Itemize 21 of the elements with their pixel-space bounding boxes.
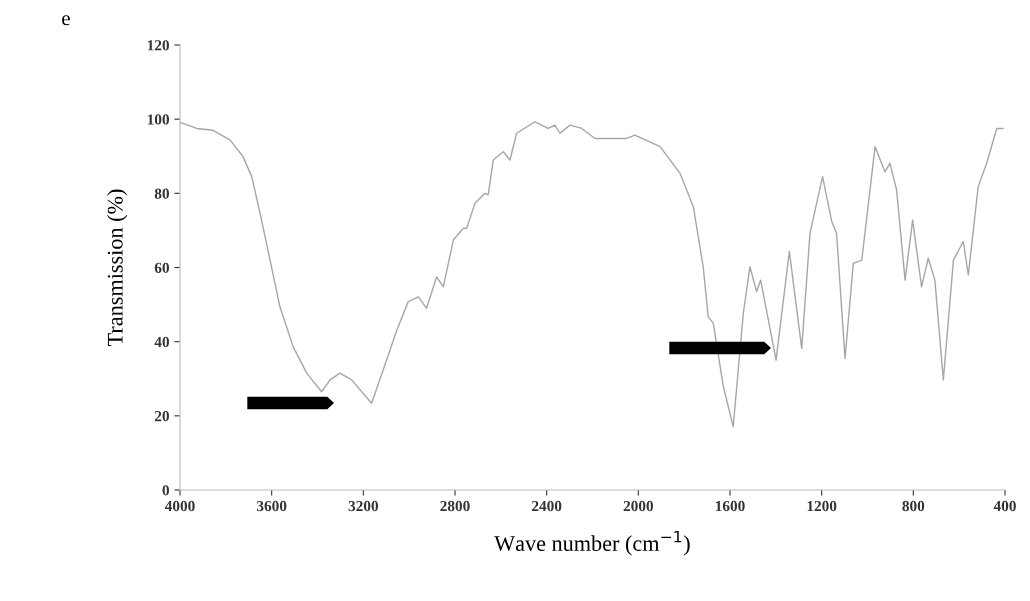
x-tick-label: 1600 xyxy=(715,500,745,512)
text: e xyxy=(62,15,70,26)
y-tick-label: 0 xyxy=(162,485,169,496)
y-tick-label: 80 xyxy=(154,188,169,199)
y-tick-label: 40 xyxy=(154,336,169,348)
x-tick-label: 1200 xyxy=(807,500,837,512)
y-tick-label: 60 xyxy=(154,262,169,273)
x-tick-label: 800 xyxy=(902,500,925,512)
y-tick-label: 120 xyxy=(147,40,169,51)
y-axis-title: Transmission (%) xyxy=(107,189,128,347)
x-tick-label: 3200 xyxy=(348,500,379,512)
x-tick-label: 2800 xyxy=(440,500,470,512)
x-tick-label: 3600 xyxy=(256,500,287,512)
y-tick-label: 20 xyxy=(154,410,169,422)
x-axis-title: Wave number (cm$^{−1}$) xyxy=(494,530,690,556)
y-tick-label: 100 xyxy=(147,114,169,125)
x-tick-label: 2400 xyxy=(532,500,562,512)
x-tick-label: 2000 xyxy=(623,500,654,512)
x-tick-label: 400 xyxy=(993,500,1016,512)
x-tick-label: 4000 xyxy=(164,500,195,512)
line-series xyxy=(180,121,1004,428)
